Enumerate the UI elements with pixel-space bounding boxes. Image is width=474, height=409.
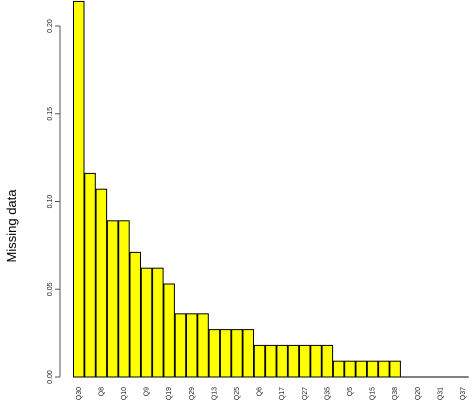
x-tick-label: Q8 <box>98 387 105 396</box>
bar-q12 <box>197 313 209 378</box>
x-tick-label: Q19 <box>166 387 173 400</box>
y-axis-title: Missing data <box>4 189 19 263</box>
x-tick-label: Q9 <box>144 387 151 396</box>
bar-q24 <box>219 329 232 378</box>
x-tick-label: Q13 <box>211 387 218 400</box>
bar-q11 <box>242 329 254 378</box>
x-tick-label: Q17 <box>279 387 286 400</box>
bar-q6 <box>253 344 266 378</box>
y-tick-label: 0.20 <box>47 19 54 33</box>
bar-q18 <box>129 251 141 378</box>
bar-q17 <box>276 344 288 378</box>
x-tick-label: Q5 <box>347 387 354 396</box>
x-tick-label: Q30 <box>76 387 83 400</box>
bar-q27 <box>299 344 311 378</box>
bar-q36 <box>310 344 322 378</box>
x-tick-label: Q20 <box>415 387 422 400</box>
x-tick-label: Q35 <box>324 387 331 400</box>
bar-q15 <box>366 360 379 378</box>
bar-q5 <box>344 360 356 378</box>
bar-q32 <box>174 313 187 378</box>
x-tick-label: Q25 <box>234 387 241 400</box>
bar-q35 <box>321 344 334 378</box>
x-tick-label: Q37 <box>460 387 467 400</box>
y-tick-label: 0.15 <box>47 107 54 121</box>
bar-q25 <box>231 329 243 378</box>
x-tick-label: Q15 <box>370 387 377 400</box>
x-tick-label: Q6 <box>257 387 264 396</box>
bar-q19 <box>163 283 175 378</box>
y-axis: 0.00 0.05 0.10 0.15 0.20 <box>47 19 61 384</box>
bar-q38 <box>389 360 401 378</box>
x-tick-label: Q29 <box>189 387 196 400</box>
bar-q14 <box>355 360 367 378</box>
bar-q26 <box>287 344 300 378</box>
bar-q9 <box>140 267 153 378</box>
bar-q7 <box>265 344 277 378</box>
y-tick-label: 0.00 <box>47 370 54 384</box>
x-tick-label: Q10 <box>121 387 128 400</box>
x-tick-label: Q31 <box>437 387 444 400</box>
bar-q34 <box>84 172 96 378</box>
bar-q10 <box>118 220 130 378</box>
bar-q13 <box>208 329 221 378</box>
bar-q29 <box>186 313 198 378</box>
bar-q8 <box>95 188 108 378</box>
bar-q4 <box>332 360 345 378</box>
bar-q22 <box>378 360 390 378</box>
x-axis-labels: Q30 Q8 Q10 Q9 Q19 Q29 Q13 Q25 Q6 Q17 Q27 Q35 Q5 Q15 Q3… <box>76 387 467 400</box>
y-tick-label: 0.05 <box>47 282 54 296</box>
bar-q16 <box>106 220 119 378</box>
x-tick-label: Q27 <box>302 387 309 400</box>
y-tick-label: 0.10 <box>47 195 54 209</box>
bar-q28 <box>152 267 164 378</box>
x-tick-label: Q38 <box>392 387 399 400</box>
bars <box>73 0 469 378</box>
bar-q30 <box>73 0 85 378</box>
